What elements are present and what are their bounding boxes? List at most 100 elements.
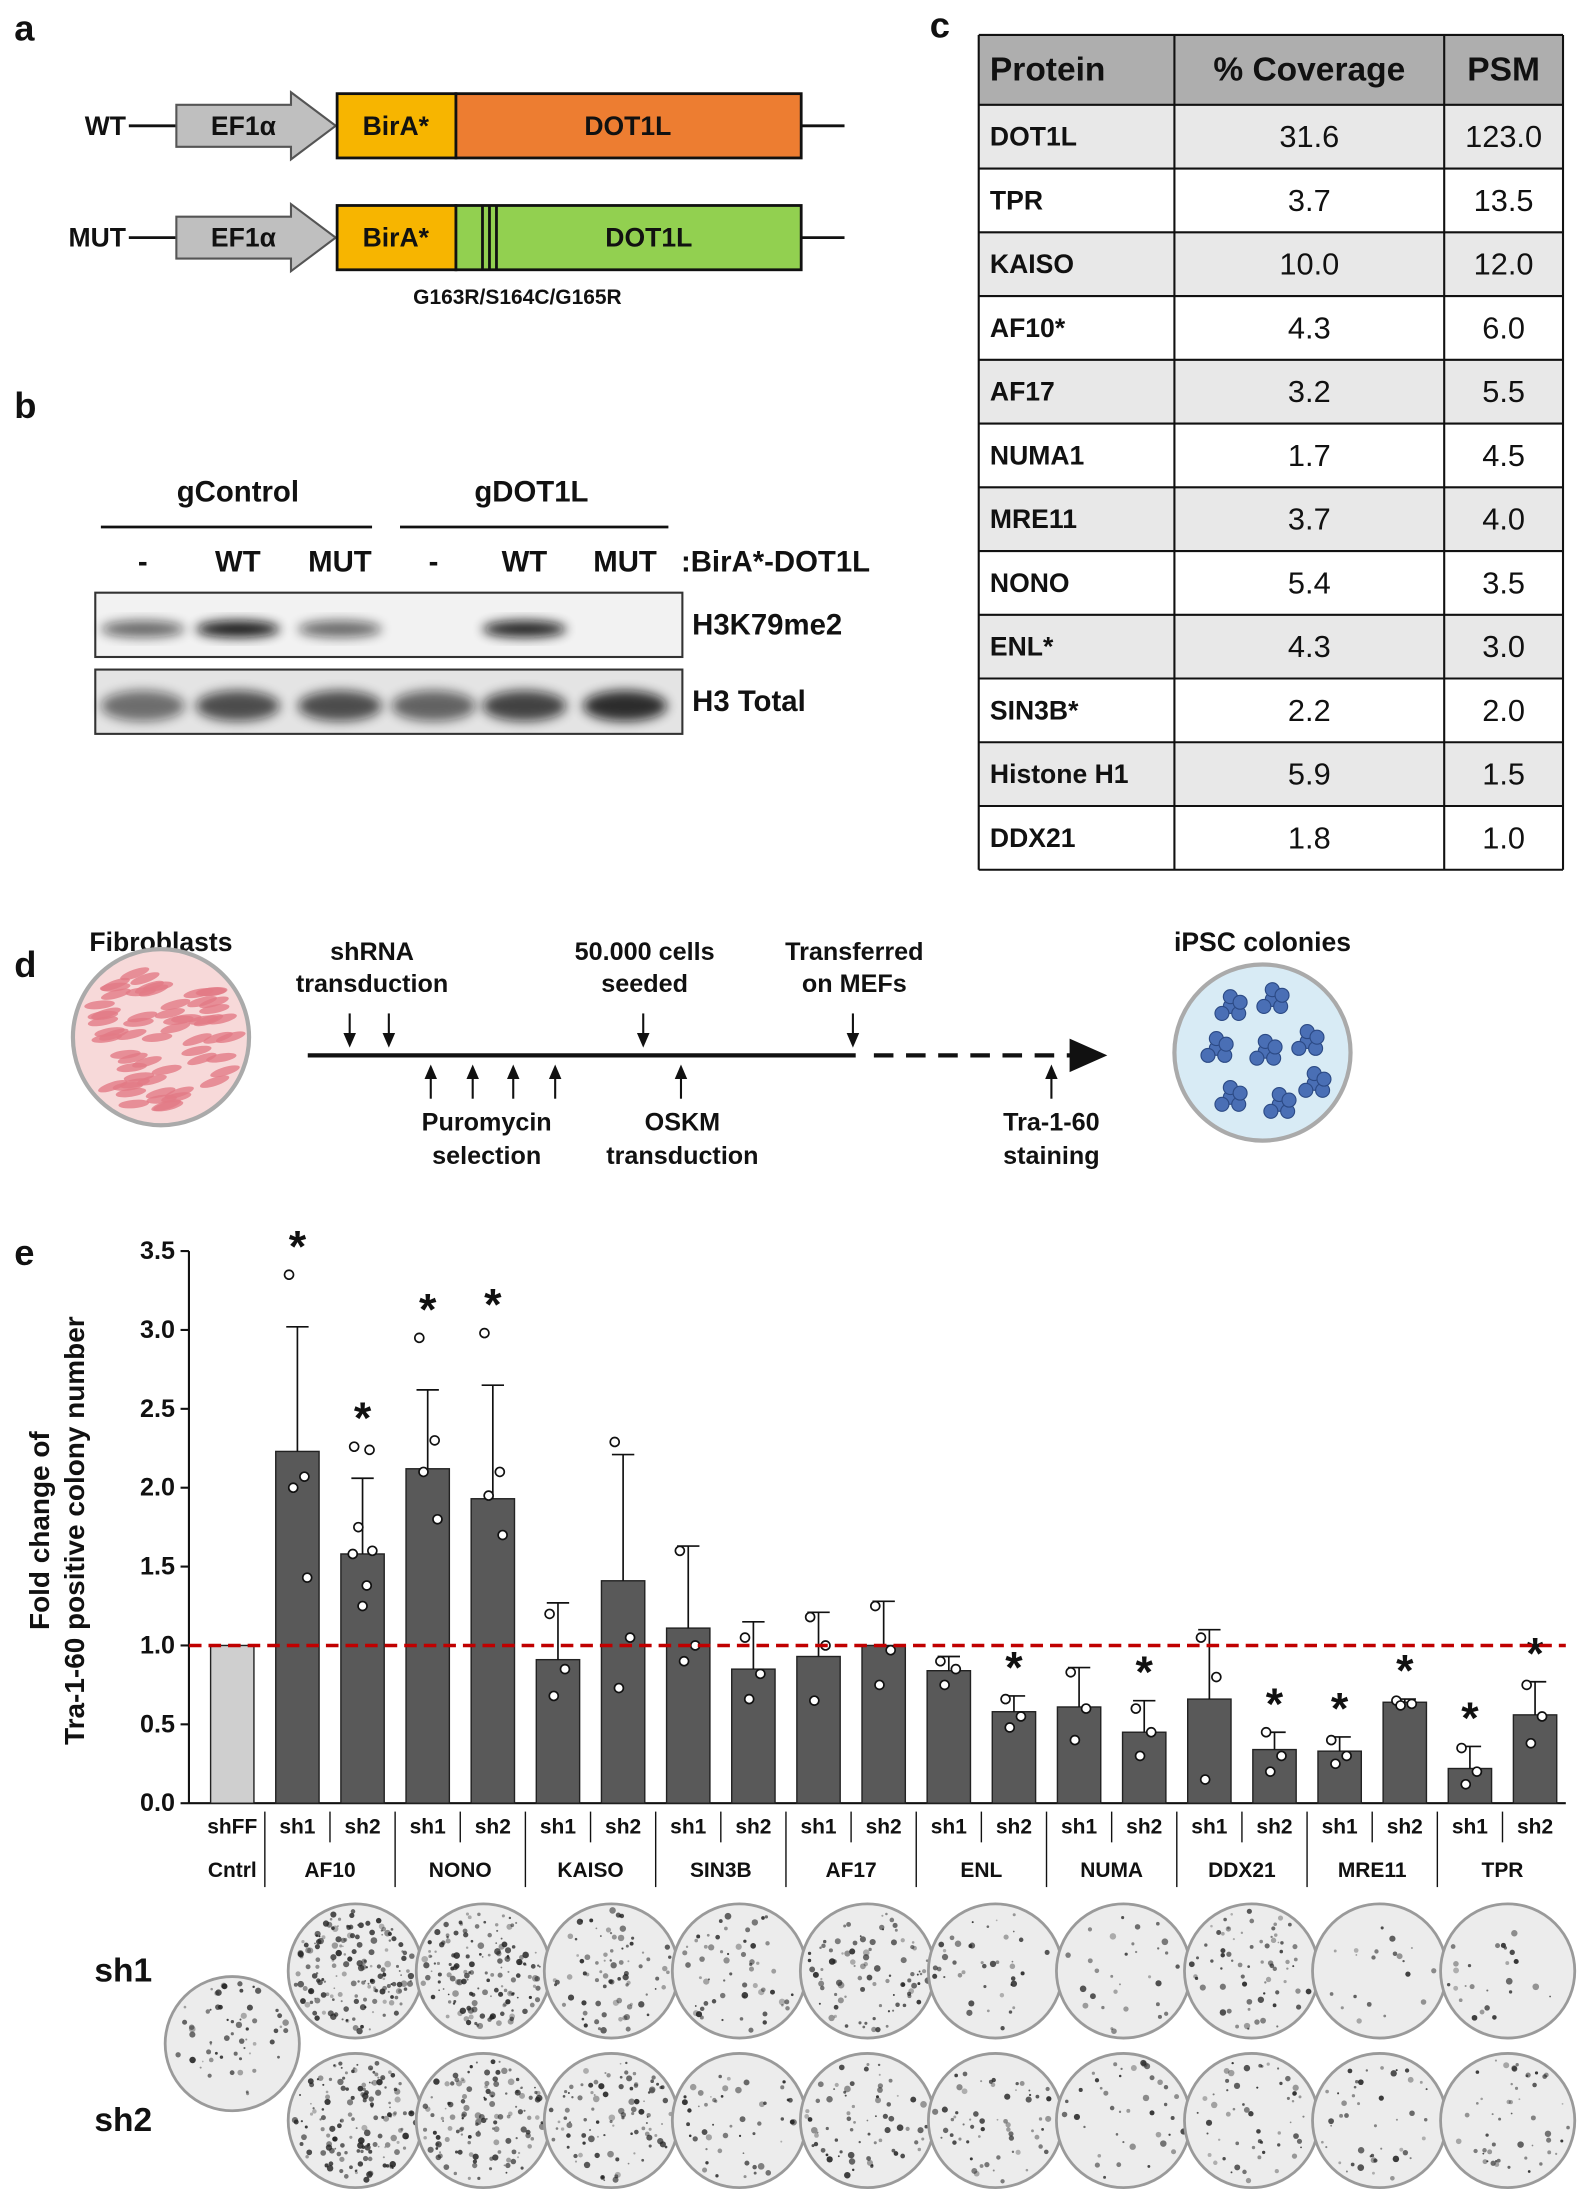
colony (316, 1939, 322, 1945)
data-point (935, 1655, 946, 1667)
y-tick-label: 3.0 (140, 1316, 175, 1344)
colony (988, 2079, 993, 2084)
colony (942, 1948, 947, 1953)
colony (223, 2035, 230, 2041)
colony (1111, 2028, 1117, 2034)
colony (467, 2007, 475, 2014)
colony (430, 1970, 433, 1973)
colony (656, 2082, 660, 2086)
colony (451, 1953, 456, 1958)
colony (1277, 2143, 1281, 2147)
table-cell: ENL* (990, 632, 1054, 662)
colony (1168, 2133, 1171, 2136)
colony (393, 2010, 399, 2016)
timeline-step: seeded (601, 970, 688, 998)
colony (902, 2003, 907, 2008)
colony (1118, 2110, 1122, 2114)
colony (1257, 2155, 1262, 2160)
colony (759, 2101, 765, 2108)
colony (893, 2151, 899, 2156)
colony (368, 2081, 371, 2084)
band-label: H3 Total (692, 685, 806, 718)
colony (1140, 2059, 1147, 2067)
colony (765, 2170, 772, 2176)
colony (507, 2078, 515, 2086)
colony (1431, 1968, 1437, 1974)
colony (590, 2090, 594, 2095)
colony (626, 2075, 633, 2082)
colony (527, 2144, 532, 2149)
colony (593, 2094, 596, 2097)
colony (367, 2170, 374, 2177)
table-cell: 5.9 (1288, 757, 1331, 792)
colony (356, 2027, 363, 2035)
colony (735, 1943, 742, 1950)
colony (954, 2073, 958, 2078)
colony (321, 1935, 326, 1940)
colony (1265, 1976, 1272, 1983)
colony (1453, 1967, 1460, 1974)
colony (301, 1940, 305, 1944)
colony (846, 2116, 852, 2122)
colony (189, 2056, 196, 2064)
data-point (674, 1545, 686, 1557)
colony (375, 2089, 382, 2096)
colony (1155, 2131, 1162, 2138)
colony (807, 2117, 813, 2122)
colony (341, 2018, 344, 2021)
colony (1292, 2091, 1297, 2096)
significance: * (1461, 1694, 1479, 1743)
colony (877, 2063, 881, 2067)
cell (84, 1000, 115, 1010)
colony (344, 2071, 348, 2075)
promoter-arrow (175, 90, 338, 162)
colony (748, 1966, 755, 1972)
colony (316, 2078, 319, 2081)
colony (710, 2096, 712, 2098)
colony (814, 2133, 819, 2138)
colony (888, 2115, 895, 2122)
colony (1546, 2137, 1552, 2143)
colony (515, 1973, 521, 1978)
colony (811, 2144, 815, 2148)
mutation-label: G163R/S164C/G165R (413, 286, 622, 309)
colony (573, 2153, 578, 2159)
tag-label: BirA* (363, 111, 430, 141)
colony (1240, 1931, 1244, 1935)
colony (978, 2135, 981, 2138)
colony (399, 2002, 403, 2006)
plate (286, 2052, 424, 2190)
colony (427, 1940, 432, 1945)
colony (365, 1920, 371, 1926)
data-point (364, 1444, 375, 1456)
colony (582, 2141, 586, 2145)
colony (968, 1943, 973, 1948)
colony (1264, 1943, 1270, 1949)
colony (406, 1980, 414, 1987)
colony (566, 2122, 573, 2129)
colony (833, 2088, 836, 2091)
colony (458, 1920, 463, 1925)
colony (1006, 2127, 1011, 2132)
colony (1220, 1948, 1226, 1954)
colony (1482, 2159, 1488, 2165)
colony (818, 2002, 821, 2005)
colony (1479, 2009, 1485, 2015)
colony (331, 1998, 335, 2001)
colony (1219, 1983, 1226, 1990)
table-header-bg (978, 34, 1564, 105)
colony (1078, 2087, 1083, 2093)
colony (369, 2102, 375, 2107)
colony (494, 1948, 501, 1955)
colony (605, 1927, 612, 1933)
colony (425, 1974, 431, 1981)
colony (430, 1955, 433, 1958)
colony (433, 2078, 440, 2085)
blot-band (297, 620, 382, 638)
colony (860, 1986, 866, 1992)
colony (1486, 2160, 1489, 2163)
colony (1338, 2161, 1342, 2165)
group-label: ENL (960, 1859, 1002, 1882)
colony (427, 2146, 434, 2153)
colony (465, 1912, 470, 1916)
